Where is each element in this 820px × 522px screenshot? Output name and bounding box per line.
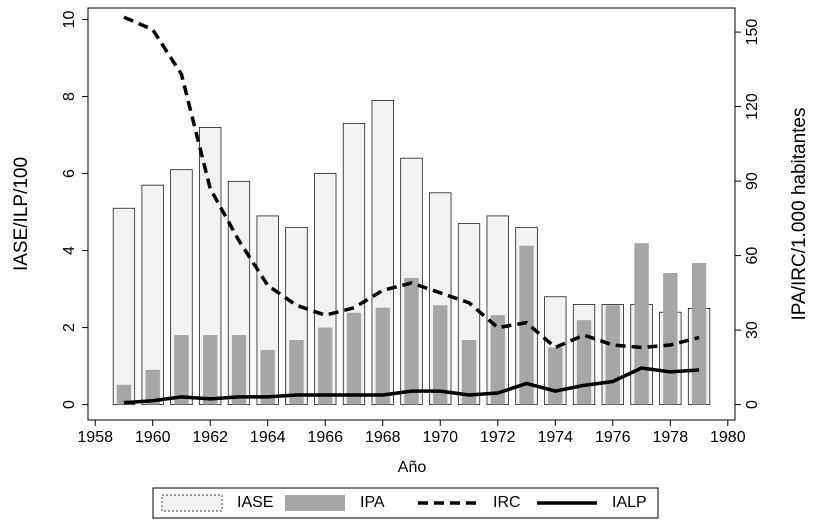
bar <box>490 315 505 405</box>
bar <box>433 305 448 405</box>
y2-tick-label: 0 <box>744 400 761 409</box>
bar <box>548 347 563 405</box>
legend-label: IPA <box>360 494 385 511</box>
bar <box>634 243 649 405</box>
x-tick-label: 1976 <box>595 429 631 446</box>
x-axis-title: Año <box>398 459 427 476</box>
bar <box>576 320 592 405</box>
y2-axis-title: IPA/IRC/1.000 habitantes <box>789 108 810 321</box>
legend-swatch <box>285 495 345 511</box>
bar <box>663 272 678 405</box>
x-tick-label: 1980 <box>710 429 746 446</box>
bar <box>404 277 419 405</box>
y-tick-label: 10 <box>61 11 78 29</box>
plot-frame <box>87 7 736 421</box>
y2-tick-label: 150 <box>744 19 761 46</box>
y-tick-label: 8 <box>61 92 78 101</box>
line <box>123 366 700 405</box>
x-tick-label: 1964 <box>250 429 286 446</box>
legend-box <box>152 487 659 519</box>
y-tick-label: 0 <box>61 400 78 409</box>
y2-tick-label: 90 <box>744 172 761 190</box>
line <box>123 15 700 350</box>
bar <box>174 335 189 405</box>
bar <box>145 369 160 405</box>
legend-label: IALP <box>612 494 647 511</box>
bar <box>112 207 136 405</box>
y-tick-label: 6 <box>61 169 78 178</box>
x-tick-label: 1960 <box>135 429 171 446</box>
bar <box>375 307 390 405</box>
x-tick-label: 1978 <box>653 429 689 446</box>
bar <box>289 340 304 405</box>
bar <box>318 327 333 405</box>
bar <box>461 340 477 405</box>
bar <box>519 245 534 405</box>
x-tick-label: 1970 <box>422 429 458 446</box>
x-tick-label: 1962 <box>192 429 228 446</box>
y2-tick-label: 30 <box>744 321 761 339</box>
bar <box>346 312 362 405</box>
bar <box>605 305 620 405</box>
legend-label: IASE <box>237 494 273 511</box>
y-tick-label: 2 <box>61 323 78 332</box>
x-tick-label: 1958 <box>77 429 113 446</box>
bar <box>691 263 707 405</box>
bar <box>260 349 275 405</box>
x-tick-label: 1974 <box>537 429 573 446</box>
y2-tick-label: 120 <box>744 93 761 120</box>
x-tick-label: 1972 <box>480 429 516 446</box>
x-tick-label: 1966 <box>307 429 343 446</box>
y-tick-label: 4 <box>61 246 78 255</box>
bar <box>116 384 132 405</box>
x-tick-label: 1968 <box>365 429 401 446</box>
bar <box>203 335 218 405</box>
legend-swatch <box>161 494 223 512</box>
y2-tick-label: 60 <box>744 247 761 265</box>
legend-label: IRC <box>493 494 521 511</box>
bar <box>231 335 247 405</box>
y-axis-title: IASE/ILP/100 <box>11 157 32 271</box>
